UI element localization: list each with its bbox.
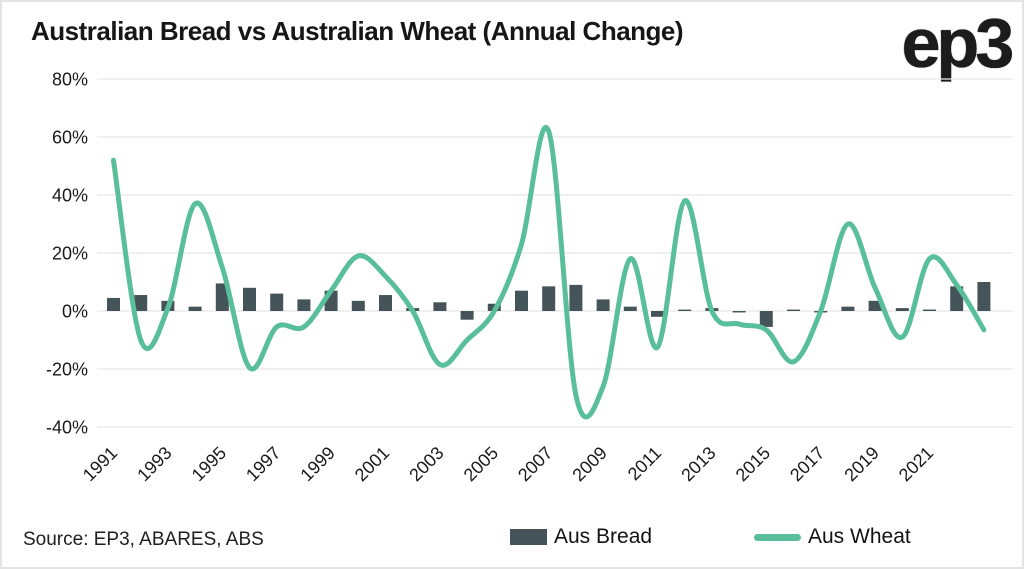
bar-2020 [895,308,909,311]
bar-2012 [678,309,692,311]
bar-2009 [596,299,610,311]
bar-2007 [542,286,556,311]
bar-2000 [351,300,365,311]
bar-2016 [787,309,800,311]
x-tick-label-1993: 1993 [133,443,175,485]
bar-2011 [651,311,664,317]
bread-bar-swatch-icon [510,529,547,545]
bar-1994 [188,306,202,311]
x-tick-label-2003: 2003 [405,443,447,485]
bar-2014 [732,311,746,313]
x-tick-label-2021: 2021 [895,443,937,485]
bar-1995 [215,283,229,311]
y-tick-label-20: 20% [52,244,88,264]
bar-1997 [270,293,284,311]
ep3-logo: ep3 [901,4,1014,82]
bar-2019 [868,300,882,311]
x-tick-label-2019: 2019 [840,443,882,485]
wheat-line-swatch-icon [754,533,801,541]
y-tick-label-0: 0% [62,302,88,322]
source-text: Source: EP3, ABARES, ABS [23,529,264,550]
bar-2003 [433,302,447,311]
bar-2010 [623,306,637,311]
x-tick-label-2017: 2017 [786,443,828,485]
bar-2023 [977,282,991,311]
y-tick-label-60: 60% [52,128,88,148]
x-tick-label-1997: 1997 [242,443,284,485]
x-tick-label-1999: 1999 [296,443,338,485]
bar-2006 [515,290,528,311]
bar-1998 [297,299,311,311]
y-tick-label-40: 40% [52,186,88,206]
bar-2001 [379,295,392,311]
bar-2021 [923,309,936,311]
x-tick-label-2013: 2013 [677,443,719,485]
bar-1991 [107,297,120,311]
x-tick-label-2001: 2001 [351,443,393,485]
bar-2004 [460,311,474,320]
x-tick-label-2009: 2009 [568,443,610,485]
wheat-line [111,125,987,420]
x-tick-label-1991: 1991 [79,443,121,485]
chart-title: Australian Bread vs Australian Wheat (An… [31,16,684,46]
x-tick-label-2011: 2011 [624,443,666,485]
legend-item-aus-bread: Aus Bread [510,524,652,550]
x-tick-label-2007: 2007 [514,443,556,485]
bar-1992 [134,295,148,311]
bar-2018 [841,306,855,311]
bar-1996 [243,287,256,311]
y-tick-label--20: -20% [46,360,88,380]
bar-2015 [759,311,773,327]
legend-item-aus-wheat: Aus Wheat [754,524,911,550]
y-tick-label-80: 80% [52,70,88,90]
x-tick-label-2015: 2015 [732,443,774,485]
y-tick-label--40: -40% [46,418,88,438]
legend-label-aus-bread: Aus Bread [554,525,653,548]
x-tick-label-1995: 1995 [188,443,230,485]
x-tick-label-2005: 2005 [460,443,502,485]
bar-2008 [569,284,583,311]
legend-label-aus-wheat: Aus Wheat [808,525,911,548]
